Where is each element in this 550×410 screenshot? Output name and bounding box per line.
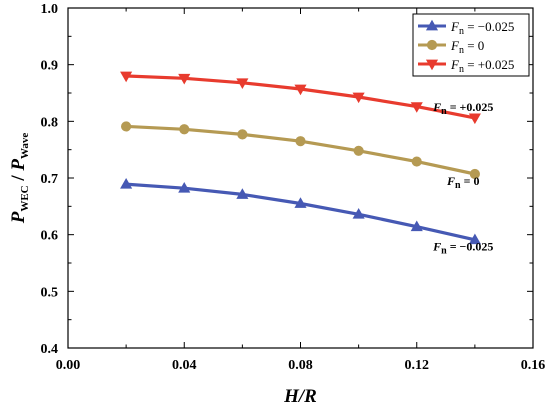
series-marker xyxy=(410,220,423,232)
series-marker xyxy=(236,78,249,90)
label-var: F xyxy=(446,174,455,188)
label-sub: n xyxy=(459,64,464,75)
series-marker xyxy=(353,145,364,156)
y-axis-title-sep: / xyxy=(8,171,29,186)
series-marker xyxy=(179,124,190,135)
series-line xyxy=(126,124,476,176)
series-marker xyxy=(410,102,423,113)
label-sub: n xyxy=(459,26,464,37)
x-tick-label: 0.04 xyxy=(172,358,197,373)
series-1 xyxy=(120,178,481,245)
y-tick-label: 1.0 xyxy=(41,2,59,17)
series-marker xyxy=(411,156,422,167)
y-tick-label: 0.8 xyxy=(41,115,59,130)
y-tick-label: 0.5 xyxy=(41,285,59,300)
y-axis-title-sub1: WEC xyxy=(19,185,31,211)
x-tick-label: 0.16 xyxy=(521,358,546,373)
y-axis-title-sub2: Wave xyxy=(19,133,31,159)
series-layer xyxy=(120,71,481,245)
series-marker xyxy=(425,59,439,71)
label-var: F xyxy=(450,19,460,34)
label-sub: n xyxy=(459,45,464,56)
series-annotation: Fn = 0 xyxy=(446,174,479,191)
series-annotation: Fn = −0.025 xyxy=(432,240,493,257)
series-annotation: Fn = +0.025 xyxy=(432,100,493,117)
series-marker xyxy=(120,71,133,83)
series-marker xyxy=(468,113,481,125)
series-marker xyxy=(469,168,480,180)
label-rest: = 0 xyxy=(464,38,484,53)
label-rest: = −0.025 xyxy=(447,240,494,254)
y-tick-label: 0.6 xyxy=(41,229,59,244)
x-tick-label: 0.12 xyxy=(405,358,430,373)
series-marker xyxy=(352,92,365,104)
y-tick-label: 0.7 xyxy=(41,172,59,187)
series-marker xyxy=(121,121,132,132)
y-tick-label: 0.4 xyxy=(41,342,59,357)
legend-label: Fn = 0 xyxy=(450,38,484,56)
legend-label: Fn = +0.025 xyxy=(450,57,514,75)
label-var: F xyxy=(450,57,460,72)
series-line xyxy=(126,74,476,120)
series-marker xyxy=(178,73,191,85)
label-rest: = −0.025 xyxy=(464,19,514,34)
legend-item: Fn = −0.025 xyxy=(418,19,514,37)
series-marker xyxy=(426,39,438,51)
series-2 xyxy=(121,121,480,180)
label-var: F xyxy=(450,38,460,53)
y-axis-title-p1: P xyxy=(8,211,29,224)
legend-item: Fn = 0 xyxy=(418,38,484,56)
series-marker xyxy=(294,84,307,96)
y-tick-label: 0.9 xyxy=(41,59,59,74)
series-marker xyxy=(468,233,481,245)
label-rest: = +0.025 xyxy=(464,57,514,72)
x-tick-label: 0.00 xyxy=(56,358,81,373)
label-sub: n xyxy=(441,106,447,117)
y-axis-ticks: 0.4 0.5 0.6 0.7 0.8 0.9 1.0 xyxy=(41,2,533,357)
label-sub: n xyxy=(441,246,447,257)
series-marker xyxy=(236,188,249,199)
series-marker xyxy=(294,197,307,208)
label-rest: = 0 xyxy=(461,174,480,188)
series-marker xyxy=(295,136,306,147)
series-3 xyxy=(120,71,481,125)
label-var: F xyxy=(432,240,441,254)
series-marker xyxy=(425,19,439,31)
series-marker xyxy=(237,129,248,140)
y-axis-title-p2: P xyxy=(8,159,29,172)
x-axis-ticks: 0.00 0.04 0.08 0.12 0.16 xyxy=(56,8,546,373)
legend-item: Fn = +0.025 xyxy=(418,57,514,75)
label-rest: = +0.025 xyxy=(447,100,494,114)
x-axis-title: H/R xyxy=(283,386,317,407)
y-axis-title: PWEC / PWave xyxy=(8,133,31,225)
series-marker xyxy=(352,208,365,219)
label-sub: n xyxy=(455,180,461,191)
x-tick-label: 0.08 xyxy=(288,358,313,373)
series-marker xyxy=(120,178,133,189)
series-marker xyxy=(178,181,191,193)
label-var: F xyxy=(432,100,441,114)
legend-label: Fn = −0.025 xyxy=(450,19,514,37)
